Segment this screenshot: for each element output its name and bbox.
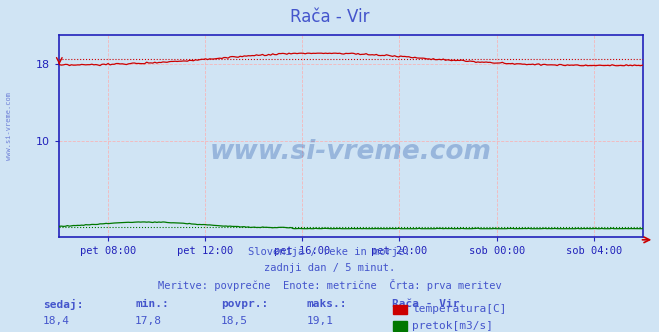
Text: sedaj:: sedaj: (43, 299, 83, 310)
Text: www.si-vreme.com: www.si-vreme.com (5, 92, 12, 160)
Text: zadnji dan / 5 minut.: zadnji dan / 5 minut. (264, 263, 395, 273)
Text: povpr.:: povpr.: (221, 299, 268, 309)
Text: Rača - Vir: Rača - Vir (290, 8, 369, 26)
Text: Meritve: povprečne  Enote: metrične  Črta: prva meritev: Meritve: povprečne Enote: metrične Črta:… (158, 279, 501, 291)
Text: Slovenija / reke in morje.: Slovenija / reke in morje. (248, 247, 411, 257)
Text: www.si-vreme.com: www.si-vreme.com (210, 139, 492, 165)
Text: Rača - Vir: Rača - Vir (392, 299, 459, 309)
Text: 18,4: 18,4 (43, 316, 70, 326)
Text: 18,5: 18,5 (221, 316, 248, 326)
Text: temperatura[C]: temperatura[C] (412, 304, 506, 314)
Text: 19,1: 19,1 (306, 316, 333, 326)
Text: maks.:: maks.: (306, 299, 347, 309)
Text: min.:: min.: (135, 299, 169, 309)
Text: pretok[m3/s]: pretok[m3/s] (412, 321, 493, 331)
Text: 17,8: 17,8 (135, 316, 162, 326)
